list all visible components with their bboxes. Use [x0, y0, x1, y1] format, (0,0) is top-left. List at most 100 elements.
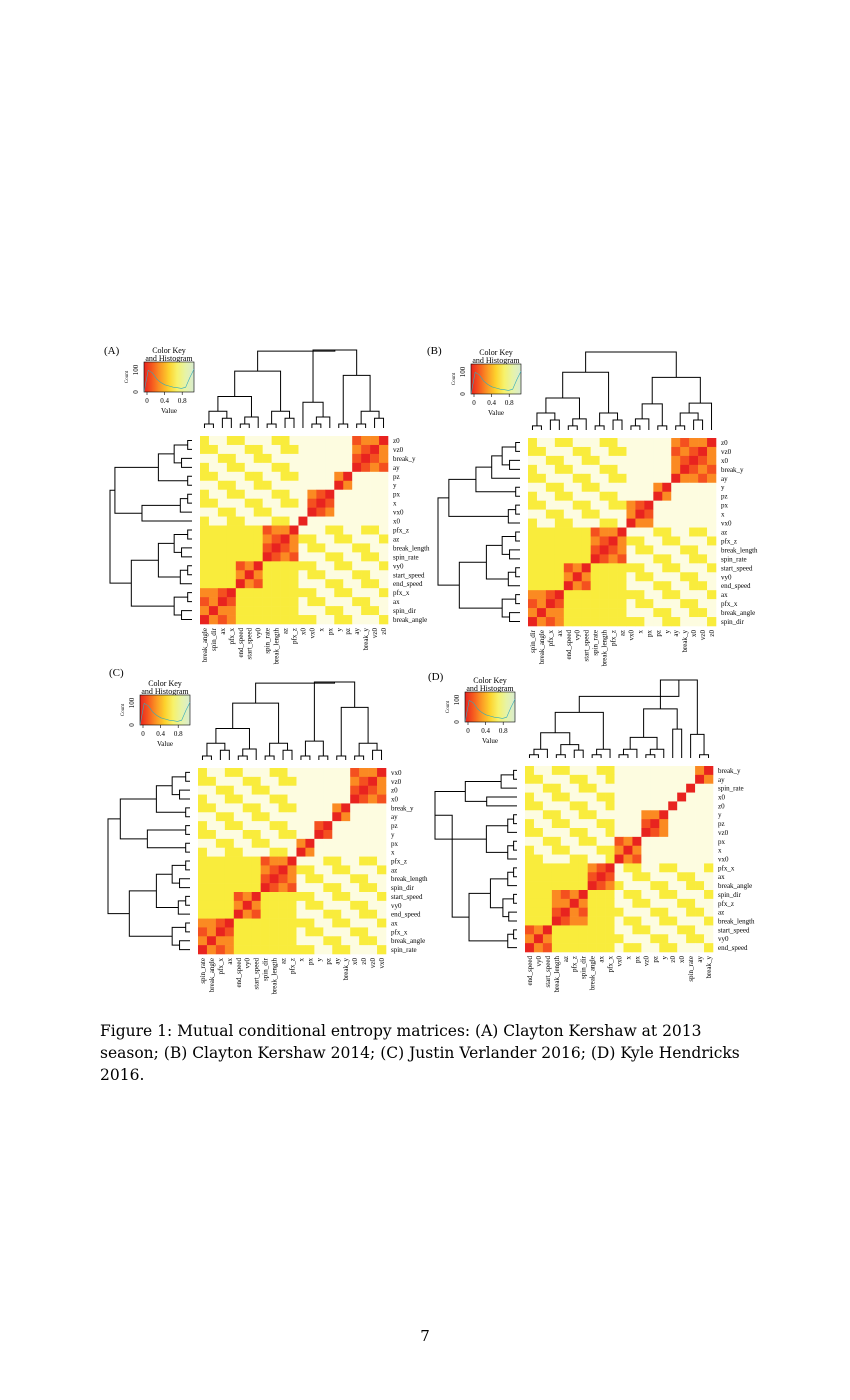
color-key-xtick: 0.4 [487, 399, 496, 407]
heatmap-cell [206, 865, 217, 875]
heatmap-cell [198, 838, 208, 849]
row-label: vy0 [721, 573, 732, 581]
heatmap-cell [587, 774, 597, 785]
heatmap-cell [626, 554, 636, 564]
dendrogram-branch [177, 900, 190, 915]
row-label: spin_rate [391, 946, 417, 954]
heatmap-cell [332, 892, 342, 902]
row-label: spin_rate [393, 553, 419, 561]
heatmap-cell [287, 900, 297, 911]
heatmap-cell [271, 516, 281, 526]
heatmap-cell [305, 776, 315, 787]
heatmap-cell [653, 482, 663, 493]
heatmap-cell [569, 783, 580, 793]
heatmap-cell [233, 883, 244, 893]
dendrogram-branch [185, 771, 190, 782]
heatmap-cell [563, 455, 574, 466]
heatmap-cell [325, 588, 335, 598]
heatmap-cell [608, 438, 618, 448]
dendrogram-branch [515, 504, 520, 515]
heatmap-cell [323, 830, 333, 840]
heatmap-cell [200, 453, 210, 464]
heatmap-cell [572, 527, 583, 537]
heatmap-cell [323, 892, 333, 902]
heatmap-cell [244, 579, 255, 589]
heatmap-cell [671, 572, 681, 582]
row-label: pfx_z [718, 900, 734, 908]
heatmap-cell [287, 927, 297, 937]
heatmap-cell [686, 872, 696, 882]
heatmap-cell [563, 554, 574, 564]
heatmap-cell [314, 909, 324, 919]
heatmap-cell [370, 606, 380, 616]
heatmap-cell [200, 597, 210, 607]
heatmap-cell [545, 491, 556, 501]
heatmap-cell [280, 480, 290, 491]
heatmap-cell [632, 854, 642, 864]
heatmap-cell [332, 821, 342, 831]
heatmap-cell [242, 821, 253, 831]
heatmap-cell [599, 599, 609, 609]
heatmap-cell [287, 883, 297, 893]
heatmap-cell [560, 845, 571, 855]
heatmap-cell [659, 934, 669, 944]
heatmap-cell [242, 865, 253, 875]
row-label: az [718, 909, 724, 917]
heatmap-cell [198, 874, 208, 884]
heatmap-cell [668, 845, 678, 855]
heatmap-cell [377, 883, 387, 893]
heatmap-cell [314, 874, 324, 884]
heatmap-cell [635, 500, 645, 510]
heatmap-cell [525, 863, 535, 873]
heatmap-cell [215, 865, 226, 875]
heatmap-cell [278, 883, 288, 893]
heatmap-cell [641, 881, 651, 891]
heatmap-cell [614, 766, 624, 776]
heatmap-cell [307, 561, 317, 571]
heatmap-cell [244, 489, 255, 499]
heatmap-cell [332, 812, 342, 822]
heatmap-cell [325, 615, 335, 625]
heatmap-cell [226, 561, 237, 571]
row-label: break_angle [391, 937, 425, 945]
heatmap-cell [554, 536, 565, 546]
heatmap-cell [569, 898, 580, 909]
heatmap-cell [617, 527, 627, 537]
heatmap-cell [560, 934, 571, 944]
heatmap-cell [253, 436, 263, 446]
heatmap-cell [316, 561, 326, 571]
heatmap-cell [343, 507, 353, 517]
dendrogram-branch [513, 769, 517, 780]
heatmap-cell [280, 552, 290, 562]
dendrogram-branch [338, 423, 349, 428]
heatmap-cell [650, 934, 660, 944]
heatmap-cell [551, 801, 562, 811]
heatmap-cell [707, 446, 717, 457]
heatmap-cell [316, 543, 326, 553]
heatmap-cell [368, 874, 378, 884]
column-label: pfx_x [607, 956, 615, 973]
heatmap-cell [332, 927, 342, 937]
heatmap-cell [262, 570, 272, 580]
heatmap-cell [596, 854, 606, 864]
heatmap-cell [605, 766, 615, 776]
heatmap-cell [233, 812, 244, 822]
row-label: vy0 [718, 935, 729, 943]
heatmap-cell [368, 945, 378, 955]
dendrogram-branch [155, 785, 186, 813]
heatmap-cell [542, 766, 553, 776]
heatmap-cell [671, 455, 681, 466]
heatmap-cell [525, 836, 535, 847]
column-label: end_speed [565, 630, 573, 660]
heatmap-cell [626, 482, 636, 493]
heatmap-cell [689, 518, 699, 528]
heatmap-cell [289, 552, 299, 562]
heatmap-cell [235, 597, 246, 607]
heatmap-cell [689, 473, 699, 484]
heatmap-cell [677, 854, 687, 864]
heatmap-cell [525, 898, 535, 909]
heatmap-cell [217, 525, 228, 535]
heatmap-cell [623, 907, 633, 917]
heatmap-cell [242, 927, 253, 937]
heatmap-cell [224, 856, 235, 866]
